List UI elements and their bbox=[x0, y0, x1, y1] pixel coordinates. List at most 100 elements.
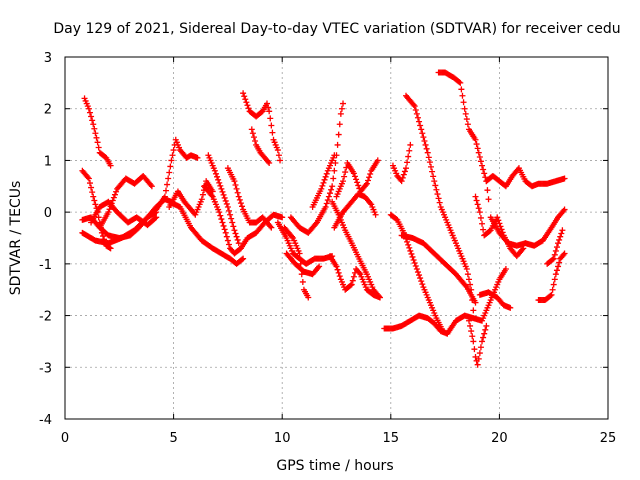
data-point bbox=[552, 271, 559, 278]
data-point bbox=[243, 99, 250, 106]
data-point bbox=[474, 201, 481, 208]
data-point bbox=[221, 226, 228, 233]
data-point bbox=[553, 267, 560, 274]
data-point bbox=[470, 338, 477, 345]
data-point bbox=[414, 114, 421, 121]
data-point bbox=[548, 291, 555, 298]
data-point bbox=[502, 266, 509, 273]
data-point bbox=[113, 188, 120, 195]
data-point bbox=[483, 322, 490, 329]
data-point bbox=[235, 240, 242, 247]
data-point bbox=[477, 344, 484, 351]
y-tick-label: 0 bbox=[44, 206, 52, 221]
y-tick-label: -3 bbox=[39, 361, 52, 376]
data-point bbox=[475, 205, 482, 212]
data-point bbox=[322, 173, 329, 180]
data-point bbox=[336, 121, 343, 128]
data-point bbox=[168, 157, 175, 164]
data-point bbox=[553, 244, 560, 251]
data-point bbox=[305, 294, 312, 301]
series-arc31 bbox=[444, 266, 509, 337]
data-point bbox=[456, 78, 463, 85]
data-point bbox=[469, 297, 476, 304]
grid bbox=[65, 57, 608, 419]
data-point bbox=[217, 212, 224, 219]
data-point bbox=[418, 126, 425, 133]
data-point bbox=[242, 96, 249, 103]
data-point bbox=[416, 118, 423, 125]
data-point bbox=[219, 219, 226, 226]
data-point bbox=[353, 176, 360, 183]
data-point bbox=[321, 176, 328, 183]
data-point bbox=[465, 276, 472, 283]
data-point bbox=[223, 200, 230, 207]
x-tick-label: 15 bbox=[383, 431, 400, 446]
data-point bbox=[90, 121, 97, 128]
data-point bbox=[549, 286, 556, 293]
data-point bbox=[460, 99, 467, 106]
series-arc12 bbox=[224, 165, 275, 231]
data-point bbox=[561, 206, 568, 213]
x-tick-label: 20 bbox=[491, 431, 508, 446]
y-tick-label: 1 bbox=[44, 154, 52, 169]
data-point bbox=[350, 273, 357, 280]
data-point bbox=[559, 227, 566, 234]
data-point bbox=[326, 190, 333, 197]
data-point bbox=[335, 269, 342, 276]
data-point bbox=[485, 196, 492, 203]
data-point bbox=[476, 209, 483, 216]
data-point bbox=[411, 103, 418, 110]
data-point bbox=[194, 154, 201, 161]
data-point bbox=[356, 269, 363, 276]
data-point bbox=[93, 134, 100, 141]
data-point bbox=[367, 171, 374, 178]
x-tick-label: 25 bbox=[600, 431, 617, 446]
data-point bbox=[417, 275, 424, 282]
data-point bbox=[105, 209, 112, 216]
data-point bbox=[472, 353, 479, 360]
data-point bbox=[86, 180, 93, 187]
data-point bbox=[486, 228, 493, 235]
data-point bbox=[342, 169, 349, 176]
data-point bbox=[408, 250, 415, 257]
data-point bbox=[269, 129, 276, 136]
data-point bbox=[331, 167, 338, 174]
data-point bbox=[94, 139, 101, 146]
data-point bbox=[232, 230, 239, 237]
series-arc13 bbox=[240, 90, 284, 164]
data-point bbox=[367, 200, 374, 207]
data-point bbox=[474, 361, 481, 368]
data-point bbox=[480, 166, 487, 173]
data-point bbox=[412, 263, 419, 270]
data-point bbox=[463, 116, 470, 123]
data-point bbox=[406, 244, 413, 251]
data-point bbox=[374, 157, 381, 164]
data-point bbox=[218, 216, 225, 223]
data-point bbox=[320, 179, 327, 186]
data-point bbox=[329, 183, 336, 190]
data-point bbox=[435, 195, 442, 202]
data-point bbox=[476, 350, 483, 357]
data-point bbox=[431, 178, 438, 185]
data-point bbox=[413, 266, 420, 273]
data-point bbox=[419, 130, 426, 137]
data-point bbox=[467, 281, 474, 288]
data-point bbox=[366, 174, 373, 181]
data-point bbox=[476, 153, 483, 160]
data-point bbox=[279, 214, 286, 221]
data-point bbox=[315, 264, 322, 271]
data-point bbox=[90, 193, 97, 200]
data-point bbox=[401, 168, 408, 175]
data-point bbox=[372, 211, 379, 218]
data-point bbox=[556, 236, 563, 243]
data-point bbox=[426, 159, 433, 166]
data-point bbox=[434, 191, 441, 198]
data-point bbox=[471, 346, 478, 353]
data-point bbox=[470, 307, 477, 314]
data-point bbox=[461, 105, 468, 112]
data-point bbox=[316, 263, 323, 270]
data-point bbox=[267, 115, 274, 122]
data-point bbox=[231, 178, 238, 185]
data-point bbox=[410, 101, 417, 108]
data-point bbox=[92, 201, 99, 208]
